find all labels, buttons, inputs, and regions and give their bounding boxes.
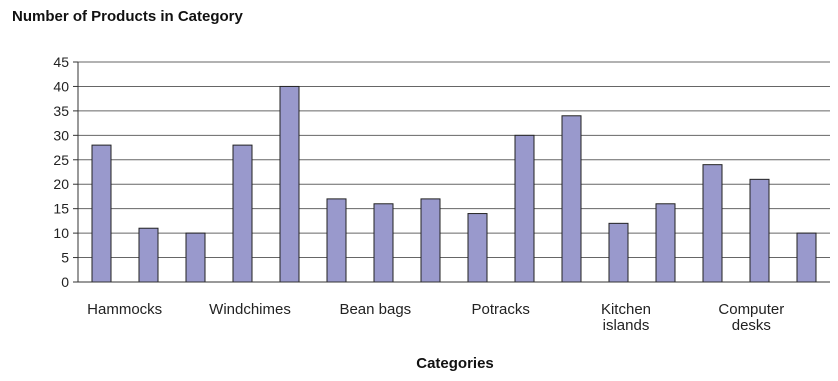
bar [514,134,535,283]
y-tick-label: 5 [61,250,69,266]
y-tick-label: 45 [53,54,69,70]
bar [373,203,394,283]
bars [91,85,817,283]
bar [91,144,112,283]
x-axis-title: Categories [416,355,494,372]
bar [232,144,253,283]
y-tick-label: 0 [61,274,69,290]
bar [279,85,300,283]
category-label: Windchimes [209,301,291,318]
bar [655,203,676,283]
category-label: Potracks [471,301,529,318]
bar [138,227,159,283]
category-label: Kitchen islands [601,301,651,334]
y-tick-label: 30 [53,127,69,143]
bar [467,213,488,283]
bar [561,115,582,283]
y-tick-label: 25 [53,152,69,168]
category-label: Computer desks [718,301,784,334]
y-axis-ticks: 0 5 10 15 20 25 30 35 40 45 [53,54,78,290]
axes [77,62,830,283]
bar [702,164,723,283]
category-label: Hammocks [87,301,162,318]
bar [185,232,206,283]
x-axis-category-labels: Hammocks Windchimes Bean bags Potracks Kitch… [87,301,784,334]
bar [420,198,441,283]
y-tick-label: 15 [53,201,69,217]
bar [326,198,347,283]
bar [749,178,770,283]
category-label: Bean bags [339,301,411,318]
chart-title: Number of Products in Category [12,8,243,25]
bar [796,232,817,283]
y-tick-label: 20 [53,176,69,192]
bar [608,222,629,283]
y-tick-label: 10 [53,225,69,241]
y-tick-label: 35 [53,103,69,119]
y-tick-label: 40 [53,78,69,94]
